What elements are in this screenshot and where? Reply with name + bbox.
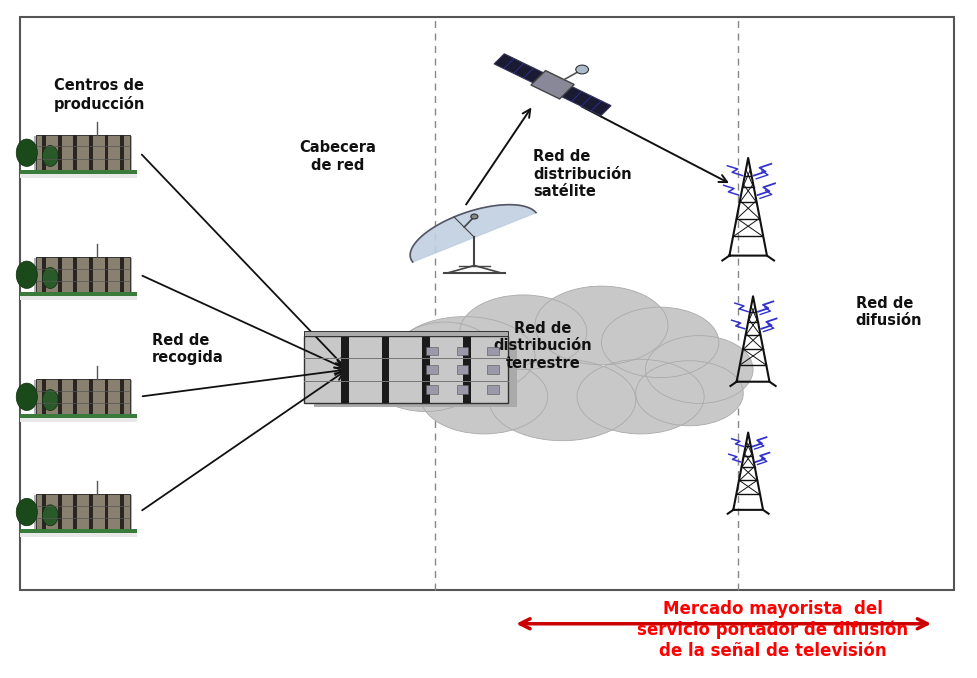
FancyBboxPatch shape: [58, 257, 62, 292]
Ellipse shape: [394, 317, 534, 395]
FancyBboxPatch shape: [304, 331, 507, 336]
FancyBboxPatch shape: [20, 292, 137, 296]
FancyBboxPatch shape: [89, 379, 93, 414]
Ellipse shape: [601, 307, 718, 378]
FancyBboxPatch shape: [73, 379, 77, 414]
FancyBboxPatch shape: [73, 494, 77, 530]
Polygon shape: [561, 87, 611, 116]
FancyBboxPatch shape: [314, 341, 517, 407]
FancyBboxPatch shape: [381, 336, 389, 403]
Circle shape: [470, 214, 478, 219]
FancyBboxPatch shape: [422, 336, 430, 403]
FancyBboxPatch shape: [20, 296, 137, 300]
FancyBboxPatch shape: [42, 379, 46, 414]
FancyBboxPatch shape: [487, 365, 498, 374]
Polygon shape: [409, 205, 535, 262]
FancyBboxPatch shape: [105, 379, 108, 414]
FancyBboxPatch shape: [341, 336, 348, 403]
FancyBboxPatch shape: [426, 385, 437, 394]
Polygon shape: [531, 71, 573, 99]
FancyBboxPatch shape: [36, 494, 130, 530]
Ellipse shape: [420, 359, 547, 434]
Ellipse shape: [17, 261, 37, 288]
FancyBboxPatch shape: [20, 529, 137, 534]
Ellipse shape: [42, 505, 59, 525]
Ellipse shape: [17, 139, 37, 166]
FancyBboxPatch shape: [456, 346, 468, 355]
FancyBboxPatch shape: [20, 414, 137, 418]
Ellipse shape: [534, 286, 667, 365]
FancyBboxPatch shape: [73, 257, 77, 292]
FancyBboxPatch shape: [34, 495, 132, 532]
Text: Mercado mayorista  del
servicio portador de difusión
de la señal de televisión: Mercado mayorista del servicio portador …: [636, 600, 908, 660]
FancyBboxPatch shape: [426, 365, 437, 374]
FancyBboxPatch shape: [34, 258, 132, 295]
Ellipse shape: [645, 336, 752, 403]
FancyBboxPatch shape: [36, 379, 130, 414]
FancyBboxPatch shape: [120, 379, 124, 414]
FancyBboxPatch shape: [120, 135, 124, 170]
FancyBboxPatch shape: [105, 257, 108, 292]
FancyBboxPatch shape: [304, 336, 507, 403]
FancyBboxPatch shape: [20, 174, 137, 178]
FancyBboxPatch shape: [20, 418, 137, 422]
Ellipse shape: [576, 359, 703, 434]
FancyBboxPatch shape: [456, 385, 468, 394]
FancyBboxPatch shape: [58, 135, 62, 170]
Polygon shape: [493, 54, 543, 83]
Ellipse shape: [368, 341, 482, 412]
Ellipse shape: [17, 383, 37, 410]
Ellipse shape: [459, 295, 586, 370]
FancyBboxPatch shape: [89, 257, 93, 292]
Ellipse shape: [635, 361, 743, 426]
FancyBboxPatch shape: [487, 346, 498, 355]
FancyBboxPatch shape: [105, 135, 108, 170]
Ellipse shape: [42, 268, 59, 288]
FancyBboxPatch shape: [42, 494, 46, 530]
FancyBboxPatch shape: [42, 257, 46, 292]
FancyBboxPatch shape: [42, 135, 46, 170]
FancyBboxPatch shape: [120, 257, 124, 292]
FancyBboxPatch shape: [58, 494, 62, 530]
Ellipse shape: [42, 146, 59, 166]
FancyBboxPatch shape: [487, 385, 498, 394]
FancyBboxPatch shape: [36, 257, 130, 292]
FancyBboxPatch shape: [462, 336, 470, 403]
Ellipse shape: [17, 498, 37, 525]
FancyBboxPatch shape: [73, 135, 77, 170]
FancyBboxPatch shape: [20, 17, 953, 590]
Ellipse shape: [42, 390, 59, 410]
Ellipse shape: [396, 322, 493, 383]
Text: Red de
recogida: Red de recogida: [151, 333, 223, 365]
FancyBboxPatch shape: [20, 533, 137, 537]
FancyBboxPatch shape: [89, 135, 93, 170]
Text: Red de
distribución
terrestre: Red de distribución terrestre: [493, 321, 591, 371]
Ellipse shape: [488, 359, 635, 441]
FancyBboxPatch shape: [58, 379, 62, 414]
Text: Centros de
producción: Centros de producción: [54, 78, 145, 112]
Text: Red de
difusión: Red de difusión: [855, 296, 921, 328]
FancyBboxPatch shape: [120, 494, 124, 530]
FancyBboxPatch shape: [34, 380, 132, 417]
FancyBboxPatch shape: [36, 135, 130, 170]
FancyBboxPatch shape: [89, 494, 93, 530]
FancyBboxPatch shape: [426, 346, 437, 355]
Text: Cabecera
de red: Cabecera de red: [299, 140, 375, 173]
Circle shape: [575, 65, 588, 74]
FancyBboxPatch shape: [34, 136, 132, 173]
FancyBboxPatch shape: [105, 494, 108, 530]
FancyBboxPatch shape: [20, 170, 137, 174]
Text: Red de
distribución
satélite: Red de distribución satélite: [532, 149, 631, 199]
FancyBboxPatch shape: [456, 365, 468, 374]
